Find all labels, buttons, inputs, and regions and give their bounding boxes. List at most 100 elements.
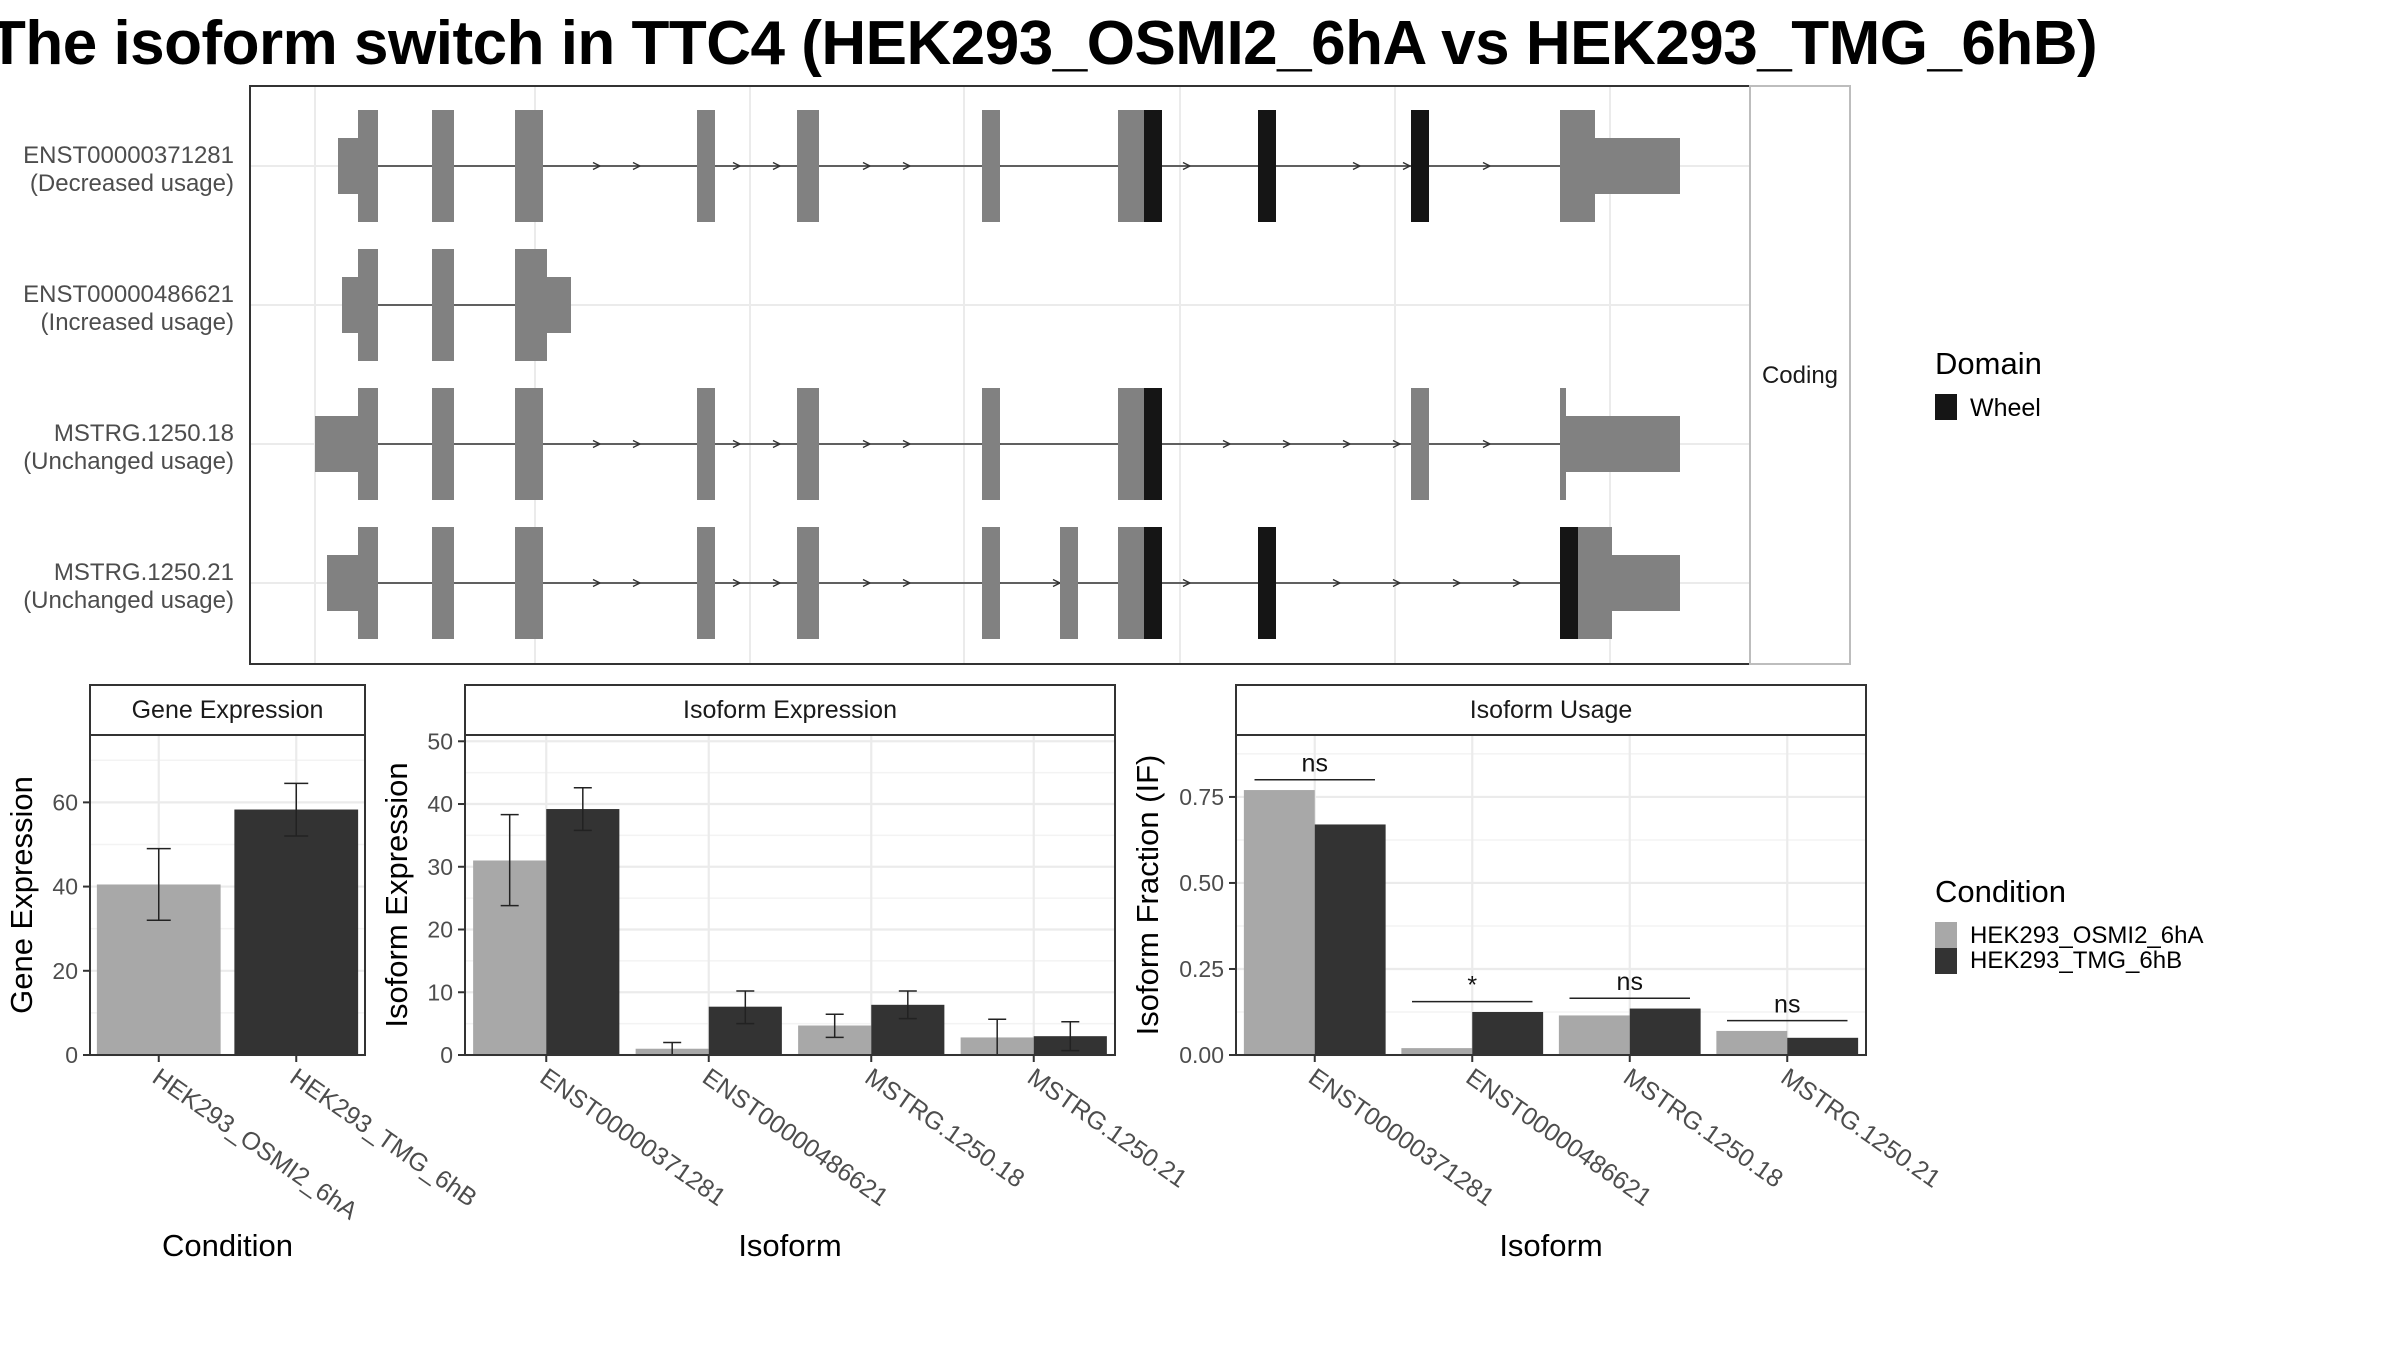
- exon: [1411, 388, 1429, 500]
- domain-exon: [1144, 110, 1162, 222]
- exon: [1560, 388, 1566, 500]
- strand-arrow: [862, 439, 872, 449]
- y-tick-label: 0.50: [1179, 870, 1224, 896]
- strand-arrow: [1182, 161, 1192, 171]
- y-tick-label: 60: [52, 789, 78, 815]
- bar: [1401, 1048, 1473, 1055]
- legend-label: HEK293_OSMI2_6hA: [1970, 922, 2203, 949]
- transcript-label: ENST00000371281: [23, 142, 234, 169]
- exon: [515, 527, 543, 639]
- transcript-usage-label: (Decreased usage): [30, 170, 234, 197]
- y-tick-label: 0.75: [1179, 784, 1224, 810]
- exon: [1560, 110, 1595, 222]
- bar: [1558, 1015, 1630, 1055]
- transcript-label: MSTRG.1250.18: [54, 420, 234, 447]
- domain-exon: [1258, 110, 1276, 222]
- strand-arrow: [1482, 161, 1492, 171]
- exon: [547, 277, 571, 333]
- strand-arrow: [902, 439, 912, 449]
- strand-arrow: [1352, 161, 1362, 171]
- domain-exon: [1411, 110, 1429, 222]
- exon: [1060, 527, 1078, 639]
- panel-border: [89, 734, 366, 1056]
- bar: [1787, 1037, 1859, 1055]
- y-axis-title: Isoform Fraction (IF): [1130, 755, 1165, 1036]
- y-tick-label: 40: [52, 874, 78, 900]
- transcript-usage-label: (Unchanged usage): [23, 587, 234, 614]
- x-axis-title: Isoform: [1499, 1228, 1602, 1263]
- domain-exon: [1258, 527, 1276, 639]
- significance-label: ns: [1302, 750, 1328, 778]
- exon: [358, 527, 378, 639]
- exon: [697, 110, 715, 222]
- exon: [338, 138, 358, 194]
- bar: [1629, 1008, 1701, 1055]
- panel-title: Isoform Expression: [683, 696, 897, 724]
- strand-arrow: [772, 439, 782, 449]
- exon: [515, 249, 547, 361]
- strand-arrow: [1182, 578, 1192, 588]
- exon: [358, 249, 378, 361]
- legend-label: HEK293_TMG_6hB: [1970, 947, 2182, 974]
- strand-arrow: [862, 578, 872, 588]
- y-axis-title: Gene Expression: [4, 776, 39, 1014]
- exon: [515, 388, 543, 500]
- strand-arrow: [1512, 578, 1522, 588]
- legend-label: Wheel: [1970, 394, 2041, 422]
- legend-title: Condition: [1935, 874, 2066, 909]
- exon: [432, 110, 454, 222]
- x-axis-title: Condition: [162, 1228, 293, 1263]
- y-tick-label: 0.00: [1179, 1042, 1224, 1068]
- exon: [515, 110, 543, 222]
- legend-key: [1935, 948, 1957, 974]
- strand-arrow: [772, 578, 782, 588]
- x-tick-label: MSTRG.1250.21: [1022, 1063, 1192, 1194]
- panel-strip: [1235, 684, 1867, 736]
- panel-border: [1235, 734, 1867, 1056]
- strand-arrow: [1222, 439, 1232, 449]
- strand-arrow: [632, 161, 642, 171]
- exon: [358, 388, 378, 500]
- exon: [432, 527, 454, 639]
- x-tick-label: MSTRG.1250.18: [860, 1063, 1030, 1194]
- bar: [1716, 1030, 1788, 1055]
- bar: [234, 809, 359, 1055]
- x-tick-label: MSTRG.1250.21: [1776, 1063, 1946, 1194]
- significance-label: ns: [1774, 991, 1800, 1019]
- panel-strip: [89, 684, 366, 736]
- y-tick-label: 0: [440, 1042, 453, 1068]
- y-tick-label: 40: [427, 791, 453, 817]
- panel-strip: [464, 684, 1116, 736]
- strand-arrow: [732, 578, 742, 588]
- strand-arrow: [1402, 161, 1412, 171]
- legend-key: [1935, 922, 1957, 948]
- strand-arrow: [1392, 439, 1402, 449]
- y-tick-label: 20: [427, 917, 453, 943]
- strand-arrow: [732, 161, 742, 171]
- panel-border: [464, 734, 1116, 1056]
- strand-arrow: [632, 578, 642, 588]
- y-tick-label: 50: [427, 728, 453, 754]
- exon: [1118, 110, 1144, 222]
- page-title: The isoform switch in TTC4 (HEK293_OSMI2…: [0, 9, 2098, 78]
- exon: [797, 110, 819, 222]
- exon: [432, 388, 454, 500]
- panel-title: Gene Expression: [132, 696, 324, 724]
- exon: [697, 527, 715, 639]
- exon: [1578, 527, 1612, 639]
- exon: [697, 388, 715, 500]
- transcript-usage-label: (Increased usage): [41, 309, 234, 336]
- strand-arrow: [772, 161, 782, 171]
- domain-exon: [1560, 527, 1578, 639]
- y-tick-label: 10: [427, 979, 453, 1005]
- exon: [1612, 555, 1680, 611]
- exon: [342, 277, 358, 333]
- facet-label: Coding: [1762, 362, 1838, 389]
- y-tick-label: 0: [65, 1042, 78, 1068]
- strand-arrow: [632, 439, 642, 449]
- transcript-usage-label: (Unchanged usage): [23, 448, 234, 475]
- strand-arrow: [862, 161, 872, 171]
- significance-label: *: [1467, 972, 1477, 1000]
- strand-arrow: [592, 439, 602, 449]
